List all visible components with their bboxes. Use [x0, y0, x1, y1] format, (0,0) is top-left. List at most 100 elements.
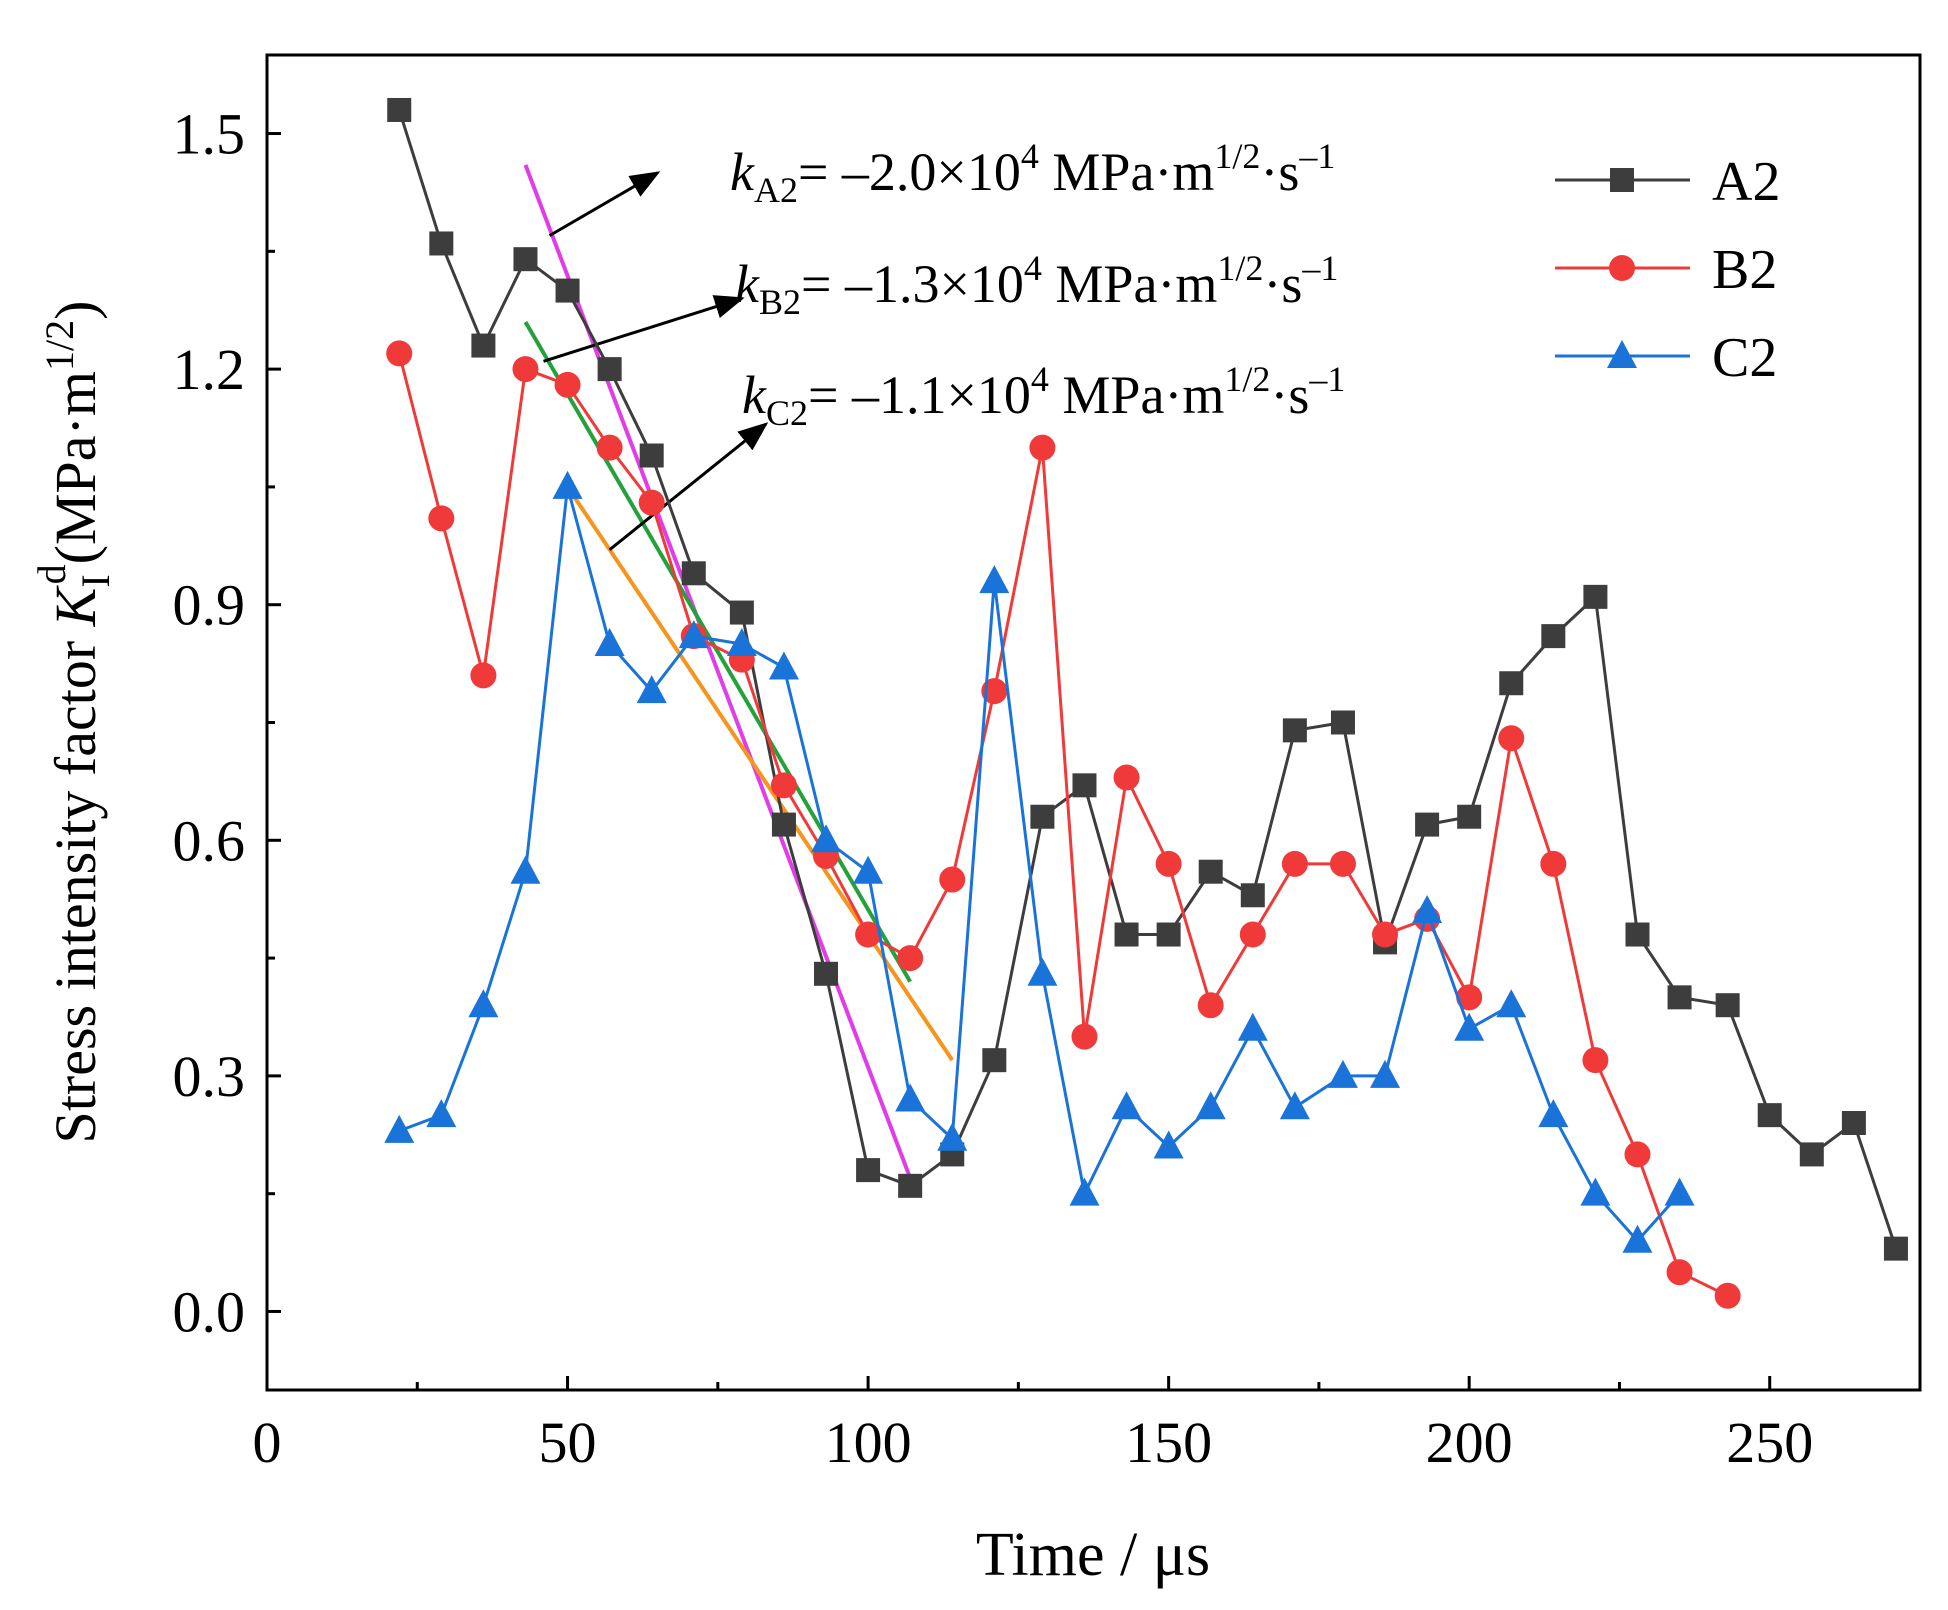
annotation-arrow-B2: [543, 295, 745, 363]
x-tick-label: 0: [253, 1410, 282, 1475]
series-A2-point: [1715, 993, 1740, 1018]
series-C2-point: [1622, 1224, 1653, 1253]
series-A2-point: [1499, 671, 1524, 696]
series-A2-point: [1841, 1111, 1866, 1135]
series-A2-point: [729, 600, 754, 625]
series-B2-point: [770, 772, 797, 799]
series-A2-point: [513, 247, 538, 272]
annotation-part: 4: [1031, 359, 1049, 399]
series-A2-point: [1415, 812, 1440, 837]
series-C2-line: [398, 486, 1681, 1244]
annotation-part: = –1.3×10: [801, 254, 1024, 314]
y-tick-label: 0.9: [173, 573, 246, 638]
y-axis-label-sup: d: [29, 564, 74, 584]
series-A2-point: [1198, 859, 1223, 884]
annotation-part: ·s: [1260, 142, 1299, 202]
series-B2-point: [1239, 921, 1266, 948]
series-B2-point: [897, 945, 924, 972]
series-C2-point: [853, 855, 884, 884]
series-A2-point: [1625, 922, 1650, 947]
series-B2-point: [638, 489, 665, 516]
annotation-part: 1/2: [1214, 136, 1260, 176]
legend-marker-B2: [1609, 255, 1635, 281]
series-A2-point: [1240, 883, 1265, 908]
series-A2-point: [639, 443, 664, 468]
annotation-part: MPa·m: [1042, 254, 1218, 314]
y-axis-label-unit-exp: 1/2: [37, 320, 82, 371]
y-tick-label: 1.5: [173, 102, 246, 167]
series-B2-point: [470, 662, 497, 689]
annotation-text-A2: kA2= –2.0×104 MPa·m1/2·s–1: [730, 136, 1335, 210]
series-C2-point: [1069, 1177, 1100, 1206]
annotation-text-B2: kB2= –1.3×104 MPa·m1/2·s–1: [735, 248, 1338, 322]
series-C2-point: [1027, 957, 1058, 986]
series-C2-point: [1580, 1177, 1611, 1206]
series-C2-point: [426, 1099, 457, 1128]
annotation-part: = –2.0×10: [798, 142, 1021, 202]
annotation-text-C2: kC2= –1.1×104 MPa·m1/2·s–1: [742, 359, 1345, 433]
series-A2-point: [1757, 1103, 1782, 1128]
series-C2-point: [510, 855, 541, 884]
series-C2-point: [1195, 1091, 1226, 1120]
x-tick-label: 100: [825, 1410, 912, 1475]
series-B2-point: [1456, 984, 1483, 1011]
series-C2-point: [768, 651, 799, 680]
series-A2-point: [814, 961, 839, 986]
series-C2-point: [1279, 1091, 1310, 1120]
annotation-part: C2: [766, 393, 808, 433]
series-A2-point: [1030, 804, 1055, 829]
legend-label-C2: C2: [1712, 327, 1777, 389]
series-B2-point: [386, 340, 413, 367]
series-B2-point: [512, 356, 539, 383]
series-B2-point: [1113, 764, 1140, 791]
annotation-arrow-A2: [548, 171, 661, 237]
series-B2-point: [596, 434, 623, 461]
series-B2-point: [1498, 725, 1525, 752]
annotation-part: k: [742, 365, 767, 425]
axis-ticks: 0 50 100 150 200 250 0.0 0.3 0.6 0.9 1.2 1.5: [173, 102, 1814, 1475]
annotation-part: 1/2: [1224, 359, 1270, 399]
series-B2-point: [1197, 992, 1224, 1019]
series-B2-point: [1372, 921, 1399, 948]
series-C2-point: [937, 1122, 968, 1151]
series-B2-point: [1329, 850, 1356, 877]
series-B2-point: [855, 921, 882, 948]
series-A2-point: [1667, 985, 1692, 1010]
annotation-part: k: [730, 142, 755, 202]
series-C2-point: [468, 989, 499, 1018]
series-A2-point: [1583, 584, 1608, 609]
series-C2-point: [1454, 1012, 1485, 1041]
annotation-arrow-C2: [608, 422, 769, 551]
series-B2-point: [1155, 850, 1182, 877]
x-tick-label: 200: [1426, 1410, 1513, 1475]
series-B2-point: [1071, 1023, 1098, 1050]
x-tick-label: 150: [1125, 1410, 1212, 1475]
annotation-part: 4: [1024, 248, 1042, 288]
series-B2-point: [554, 371, 581, 398]
series-B2-point: [1714, 1282, 1741, 1309]
series-A2-point: [681, 561, 706, 586]
annotation-part: MPa·m: [1039, 142, 1215, 202]
series-A2-point: [429, 231, 454, 256]
series-B2-line: [397, 353, 1729, 1298]
series-C2-point: [1496, 989, 1527, 1018]
series-A2-point: [387, 97, 412, 122]
series-C2-point: [636, 675, 667, 704]
series-A2-point: [555, 278, 580, 303]
annotation-part: ·s: [1270, 365, 1309, 425]
y-axis-label-sub: I: [73, 574, 118, 587]
annotation-part: 1/2: [1217, 248, 1263, 288]
series-B2-point: [1029, 434, 1056, 461]
annotation-part: B2: [759, 282, 801, 322]
series-B2-point: [1281, 850, 1308, 877]
series-A2-point: [1114, 922, 1139, 947]
series-C2-point: [895, 1083, 926, 1112]
series-A2-point: [771, 812, 796, 837]
annotation-part: –1: [1301, 248, 1338, 288]
y-axis-label-unit-close: ): [43, 301, 108, 320]
series-A2-point: [597, 357, 622, 382]
annotation-part: = –1.1×10: [808, 365, 1031, 425]
series-A2-point: [898, 1173, 923, 1198]
series-C2-point: [1412, 894, 1443, 923]
series-A2-point: [1799, 1142, 1824, 1167]
